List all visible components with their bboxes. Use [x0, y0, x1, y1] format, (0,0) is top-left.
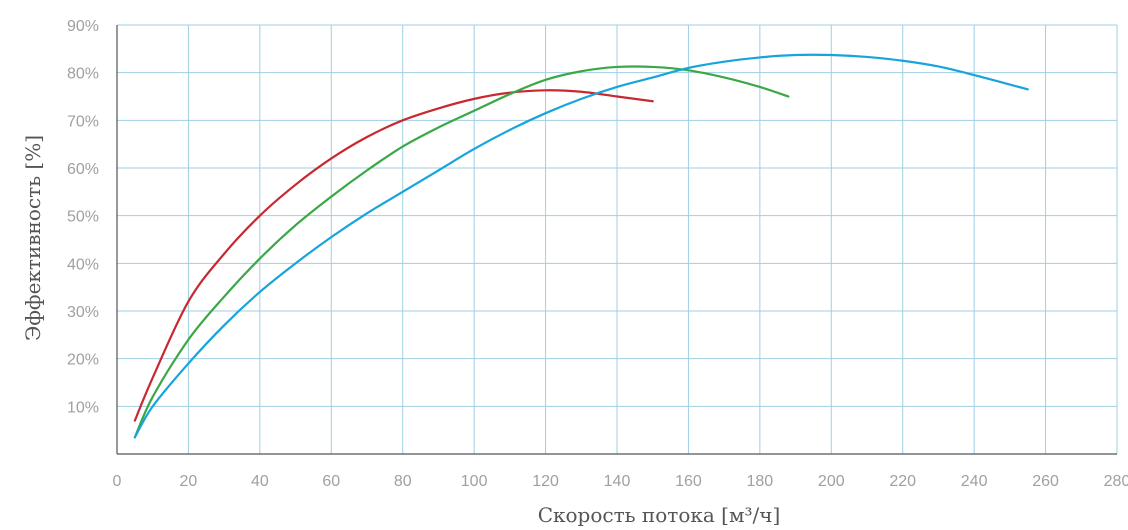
- x-tick-label: 100: [461, 473, 488, 490]
- x-tick-label: 200: [818, 473, 845, 490]
- x-tick-label: 60: [322, 473, 340, 490]
- x-tick-label: 0: [113, 473, 122, 490]
- y-tick-label: 80%: [67, 66, 99, 83]
- y-tick-label: 40%: [67, 256, 99, 273]
- x-tick-label: 140: [604, 473, 631, 490]
- y-tick-label: 60%: [67, 161, 99, 178]
- y-tick-label: 50%: [67, 209, 99, 226]
- x-tick-label: 80: [394, 473, 412, 490]
- axes: [116, 25, 1117, 455]
- x-axis-title: Скорость потока [м³/ч]: [538, 503, 781, 527]
- series-group: [133, 53, 1029, 439]
- x-tick-label: 40: [251, 473, 269, 490]
- y-tick-label: 70%: [67, 113, 99, 130]
- series-line-1: [133, 89, 654, 422]
- x-tick-label: 280: [1104, 473, 1128, 490]
- x-tick-label: 120: [532, 473, 559, 490]
- y-tick-label: 20%: [67, 352, 99, 369]
- series-line-2: [133, 65, 790, 439]
- x-tick-label: 160: [675, 473, 702, 490]
- x-tick-label: 220: [889, 473, 916, 490]
- y-tick-label: 90%: [67, 18, 99, 35]
- y-tick-label: 10%: [67, 399, 99, 416]
- series-line-3: [133, 53, 1029, 439]
- x-tick-label: 180: [747, 473, 774, 490]
- x-tick-label: 240: [961, 473, 988, 490]
- y-axis-title: Эффективность [%]: [21, 135, 45, 341]
- grid: [117, 24, 1118, 454]
- y-tick-label: 30%: [67, 304, 99, 321]
- x-tick-labels: 0 20 40 60 80 100 120 140 160 180 200 220 240 260 280: [113, 473, 1128, 490]
- x-tick-label: 260: [1032, 473, 1059, 490]
- x-tick-label: 20: [180, 473, 198, 490]
- y-tick-labels: 10% 20% 30% 40% 50% 60% 70% 80% 90%: [67, 18, 99, 416]
